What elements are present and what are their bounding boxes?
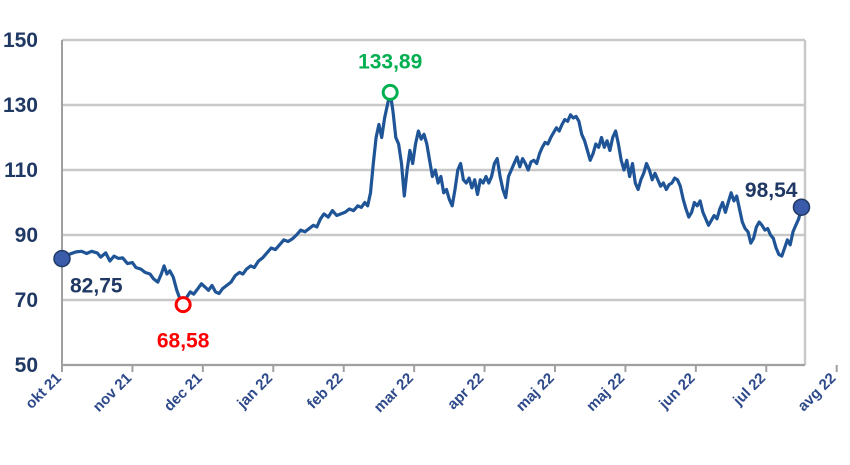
- x-tick-label: avg 22: [794, 370, 839, 415]
- y-axis-ticks: 50 70 90 110 130 150: [3, 29, 38, 377]
- x-tick-label: jan 22: [233, 370, 276, 413]
- data-label: 98,54: [745, 179, 798, 202]
- data-label: 68,58: [157, 330, 210, 353]
- y-tick-label: 150: [3, 29, 38, 52]
- annotations-group: 82,75 68,58 133,89 98,54: [53, 50, 811, 353]
- x-tick-label: maj 22: [513, 370, 558, 415]
- y-tick-label: 110: [4, 159, 38, 182]
- series-group: [60, 90, 804, 307]
- x-axis-ticks: okt 21 nov 21 dec 21 jan 22 feb 22 mar 22 apr …: [22, 365, 840, 416]
- x-tick-label: jul 22: [729, 370, 769, 410]
- y-tick-label: 90: [15, 224, 38, 247]
- data-label: 82,75: [70, 275, 123, 298]
- series-line-0: [60, 90, 804, 307]
- x-tick-label: jun 22: [655, 370, 698, 413]
- x-tick-label: mar 22: [371, 370, 417, 416]
- x-tick-label: maj 22: [583, 370, 628, 415]
- x-tick-label: feb 22: [304, 370, 347, 413]
- x-tick-label: apr 22: [444, 370, 487, 413]
- marker-filled: [792, 198, 811, 216]
- y-tick-label: 50: [15, 354, 38, 377]
- data-label: 133,89: [358, 50, 422, 73]
- y-tick-label: 130: [3, 94, 38, 117]
- marker-hollow: [381, 83, 399, 101]
- marker-hollow: [174, 296, 192, 314]
- x-tick-label: dec 21: [161, 370, 206, 415]
- y-tick-label: 70: [15, 289, 38, 312]
- marker-filled: [53, 249, 71, 268]
- x-tick-label: nov 21: [90, 370, 136, 416]
